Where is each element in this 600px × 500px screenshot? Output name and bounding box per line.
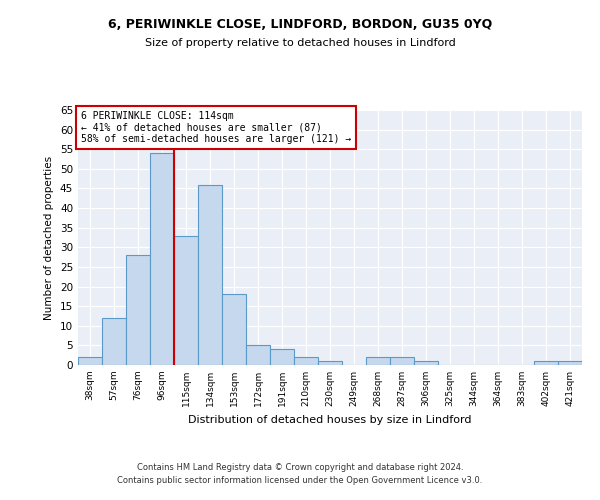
- Bar: [534, 361, 558, 365]
- Bar: [102, 318, 126, 365]
- Bar: [390, 357, 414, 365]
- Y-axis label: Number of detached properties: Number of detached properties: [44, 156, 55, 320]
- Bar: [294, 357, 318, 365]
- Text: 6, PERIWINKLE CLOSE, LINDFORD, BORDON, GU35 0YQ: 6, PERIWINKLE CLOSE, LINDFORD, BORDON, G…: [108, 18, 492, 30]
- Bar: [150, 153, 174, 365]
- Text: Size of property relative to detached houses in Lindford: Size of property relative to detached ho…: [145, 38, 455, 48]
- Bar: [270, 350, 294, 365]
- Bar: [126, 255, 150, 365]
- Bar: [222, 294, 246, 365]
- Text: 6 PERIWINKLE CLOSE: 114sqm
← 41% of detached houses are smaller (87)
58% of semi: 6 PERIWINKLE CLOSE: 114sqm ← 41% of deta…: [80, 112, 351, 144]
- Bar: [78, 357, 102, 365]
- Bar: [318, 361, 342, 365]
- Bar: [246, 346, 270, 365]
- Bar: [414, 361, 438, 365]
- Bar: [558, 361, 582, 365]
- Bar: [198, 184, 222, 365]
- Text: Contains HM Land Registry data © Crown copyright and database right 2024.
Contai: Contains HM Land Registry data © Crown c…: [118, 463, 482, 485]
- X-axis label: Distribution of detached houses by size in Lindford: Distribution of detached houses by size …: [188, 414, 472, 424]
- Bar: [174, 236, 198, 365]
- Bar: [366, 357, 390, 365]
